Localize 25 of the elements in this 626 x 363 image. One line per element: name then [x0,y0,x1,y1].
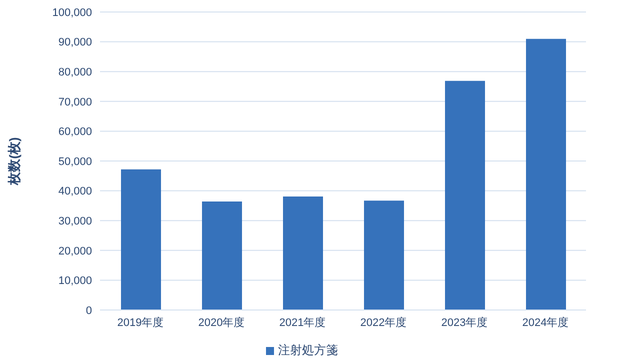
y-tick-label: 70,000 [58,96,92,108]
y-tick-label: 30,000 [58,216,92,228]
legend-label: 注射処方箋 [278,343,338,357]
bar [445,80,485,310]
bar [202,202,242,310]
x-tick-label: 2021年度 [279,316,326,329]
y-tick-label: 100,000 [52,6,92,19]
y-tick-label: 40,000 [58,186,92,198]
bar [283,196,323,310]
y-tick-label: 10,000 [58,275,92,288]
y-tick-label: 60,000 [58,126,92,138]
x-tick-label: 2022年度 [360,316,407,329]
y-tick-label: 50,000 [58,156,92,168]
bar [121,169,161,310]
y-tick-label: 0 [86,304,92,317]
y-tick-label: 80,000 [58,66,92,79]
x-tick-label: 2024年度 [522,316,569,329]
y-tick-label: 20,000 [58,245,92,258]
y-tick-label: 90,000 [58,36,92,49]
x-tick-label: 2020年度 [198,316,245,329]
bar [526,38,566,310]
bar [364,200,404,310]
x-tick-label: 2019年度 [117,316,164,329]
x-tick-label: 2023年度 [441,316,488,329]
y-axis-title: 枚数(枚) [6,137,22,186]
